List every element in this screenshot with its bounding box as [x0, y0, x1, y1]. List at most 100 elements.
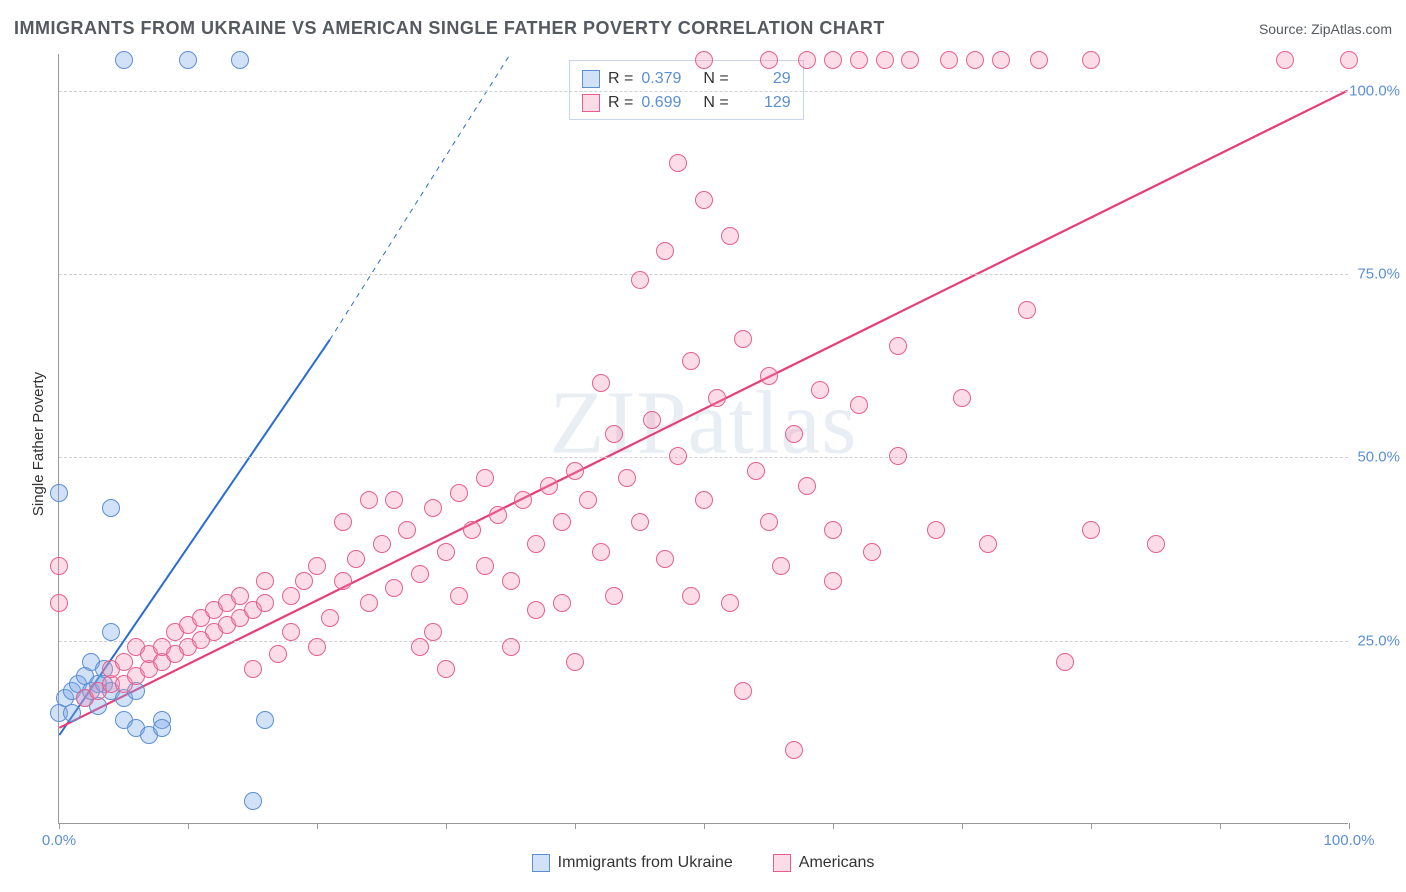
data-point-americans: [476, 469, 494, 487]
data-point-americans: [889, 447, 907, 465]
data-point-americans: [566, 462, 584, 480]
legend-label-ukraine: Immigrants from Ukraine: [558, 854, 733, 872]
legend-row-ukraine: R = 0.379 N = 29: [582, 67, 791, 91]
data-point-americans: [824, 572, 842, 590]
data-point-americans: [385, 491, 403, 509]
trend-line-americans: [59, 91, 1347, 728]
x-tick: [317, 823, 318, 829]
data-point-americans: [901, 51, 919, 69]
r-value-americans: 0.699: [641, 91, 695, 115]
legend-row-americans: R = 0.699 N = 129: [582, 91, 791, 115]
data-point-americans: [295, 572, 313, 590]
n-value-ukraine: 29: [737, 67, 791, 91]
x-tick: [1091, 823, 1092, 829]
data-point-americans: [1147, 535, 1165, 553]
swatch-ukraine: [532, 854, 550, 872]
data-point-americans: [889, 337, 907, 355]
data-point-americans: [734, 330, 752, 348]
data-point-americans: [347, 550, 365, 568]
n-label: N =: [703, 91, 728, 115]
legend-item-americans: Americans: [773, 854, 875, 872]
data-point-americans: [682, 352, 700, 370]
data-point-americans: [502, 638, 520, 656]
gridline: [59, 274, 1348, 275]
swatch-ukraine: [582, 70, 600, 88]
data-point-americans: [734, 682, 752, 700]
data-point-americans: [979, 535, 997, 553]
data-point-ukraine: [50, 484, 68, 502]
data-point-americans: [721, 594, 739, 612]
x-tick: [188, 823, 189, 829]
gridline: [59, 457, 1348, 458]
x-tick: [446, 823, 447, 829]
data-point-americans: [437, 660, 455, 678]
data-point-ukraine: [179, 51, 197, 69]
data-point-americans: [411, 565, 429, 583]
gridline: [59, 91, 1348, 92]
n-value-americans: 129: [737, 91, 791, 115]
x-tick-label: 100.0%: [1324, 832, 1375, 849]
data-point-americans: [527, 601, 545, 619]
data-point-americans: [1082, 51, 1100, 69]
data-point-americans: [669, 447, 687, 465]
data-point-americans: [424, 623, 442, 641]
data-point-americans: [308, 557, 326, 575]
data-point-americans: [450, 484, 468, 502]
data-point-americans: [631, 271, 649, 289]
data-point-americans: [592, 374, 610, 392]
data-point-americans: [811, 381, 829, 399]
data-point-americans: [824, 521, 842, 539]
data-point-americans: [643, 411, 661, 429]
data-point-americans: [424, 499, 442, 517]
data-point-ukraine: [231, 51, 249, 69]
data-point-americans: [50, 594, 68, 612]
data-point-americans: [656, 242, 674, 260]
data-point-americans: [1082, 521, 1100, 539]
data-point-americans: [282, 587, 300, 605]
data-point-americans: [334, 572, 352, 590]
data-point-ukraine: [256, 711, 274, 729]
data-point-americans: [502, 572, 520, 590]
chart-title: IMMIGRANTS FROM UKRAINE VS AMERICAN SING…: [14, 18, 885, 39]
data-point-americans: [785, 425, 803, 443]
chart-container: Single Father Poverty ZIPatlas R = 0.379…: [14, 54, 1392, 874]
data-point-americans: [244, 660, 262, 678]
data-point-americans: [450, 587, 468, 605]
x-tick: [575, 823, 576, 829]
source-label: Source:: [1259, 21, 1311, 37]
gridline: [59, 641, 1348, 642]
data-point-americans: [373, 535, 391, 553]
data-point-americans: [695, 491, 713, 509]
data-point-americans: [463, 521, 481, 539]
data-point-americans: [411, 638, 429, 656]
x-tick-label: 0.0%: [42, 832, 76, 849]
data-point-ukraine: [153, 719, 171, 737]
y-tick-label: 75.0%: [1357, 266, 1400, 283]
data-point-americans: [360, 594, 378, 612]
data-point-americans: [553, 513, 571, 531]
data-point-americans: [553, 594, 571, 612]
data-point-americans: [269, 645, 287, 663]
data-point-americans: [966, 51, 984, 69]
data-point-americans: [527, 535, 545, 553]
legend-item-ukraine: Immigrants from Ukraine: [532, 854, 733, 872]
data-point-americans: [360, 491, 378, 509]
data-point-americans: [992, 51, 1010, 69]
x-tick: [59, 823, 60, 829]
data-point-americans: [256, 572, 274, 590]
legend-label-americans: Americans: [799, 854, 875, 872]
series-legend: Immigrants from Ukraine Americans: [14, 854, 1392, 872]
y-tick-label: 25.0%: [1357, 632, 1400, 649]
x-tick: [833, 823, 834, 829]
y-tick-label: 50.0%: [1357, 449, 1400, 466]
data-point-americans: [398, 521, 416, 539]
data-point-americans: [747, 462, 765, 480]
trend-lines-layer: [59, 54, 1348, 823]
data-point-americans: [772, 557, 790, 575]
data-point-americans: [798, 477, 816, 495]
data-point-americans: [953, 389, 971, 407]
data-point-americans: [863, 543, 881, 561]
data-point-americans: [1056, 653, 1074, 671]
data-point-americans: [476, 557, 494, 575]
data-point-americans: [669, 154, 687, 172]
